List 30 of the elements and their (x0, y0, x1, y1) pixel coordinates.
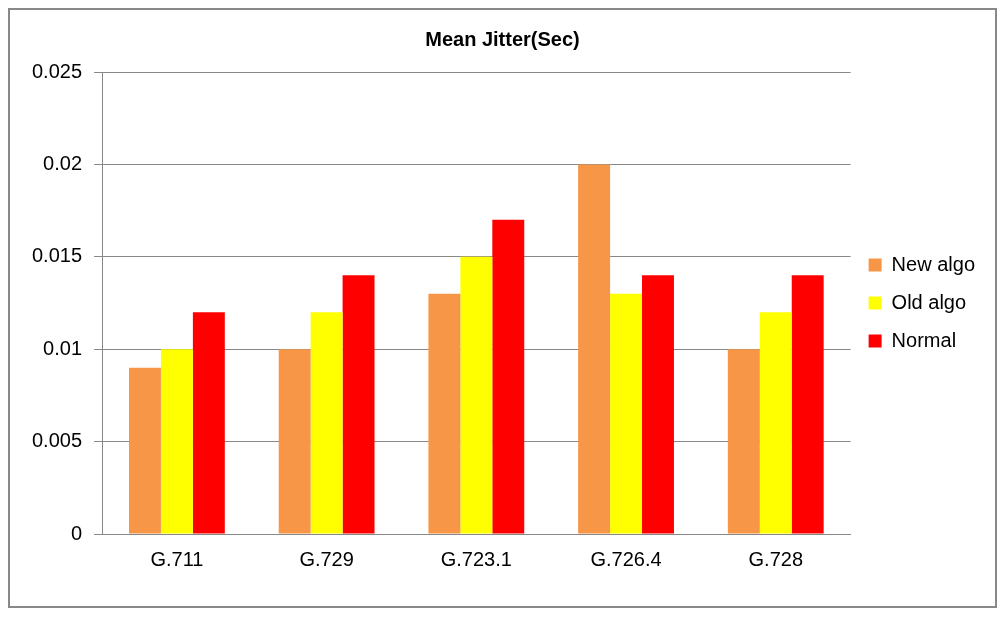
chart-title: Mean Jitter(Sec) (425, 27, 580, 50)
legend-label: Old algo (891, 290, 967, 313)
legend-label: New algo (891, 252, 976, 275)
x-tick-label: G.726.4 (590, 547, 662, 570)
y-tick-label: 0.01 (43, 336, 83, 359)
bar (342, 275, 375, 534)
bar (160, 349, 193, 534)
bar (791, 275, 824, 534)
bar (759, 312, 792, 534)
bar (192, 312, 225, 534)
legend-label: Normal (891, 328, 957, 351)
y-tick-label: 0 (70, 521, 83, 544)
bar (610, 293, 643, 534)
x-tick-label: G.729 (299, 547, 354, 570)
bar (727, 349, 760, 534)
y-tick-label: 0.025 (31, 59, 83, 82)
bar (460, 256, 493, 534)
y-tick-label: 0.015 (31, 244, 83, 267)
bar (642, 275, 674, 534)
x-tick-label: G.723.1 (440, 547, 512, 570)
x-tick-label: G.728 (748, 547, 804, 570)
y-tick-label: 0.005 (31, 429, 83, 452)
bar (492, 219, 525, 534)
y-tick-label: 0.02 (43, 151, 83, 174)
bar (278, 349, 311, 534)
bar (578, 164, 611, 534)
bar (129, 367, 161, 534)
bar (428, 293, 461, 534)
x-tick-label: G.711 (150, 547, 204, 570)
bar (310, 312, 343, 534)
